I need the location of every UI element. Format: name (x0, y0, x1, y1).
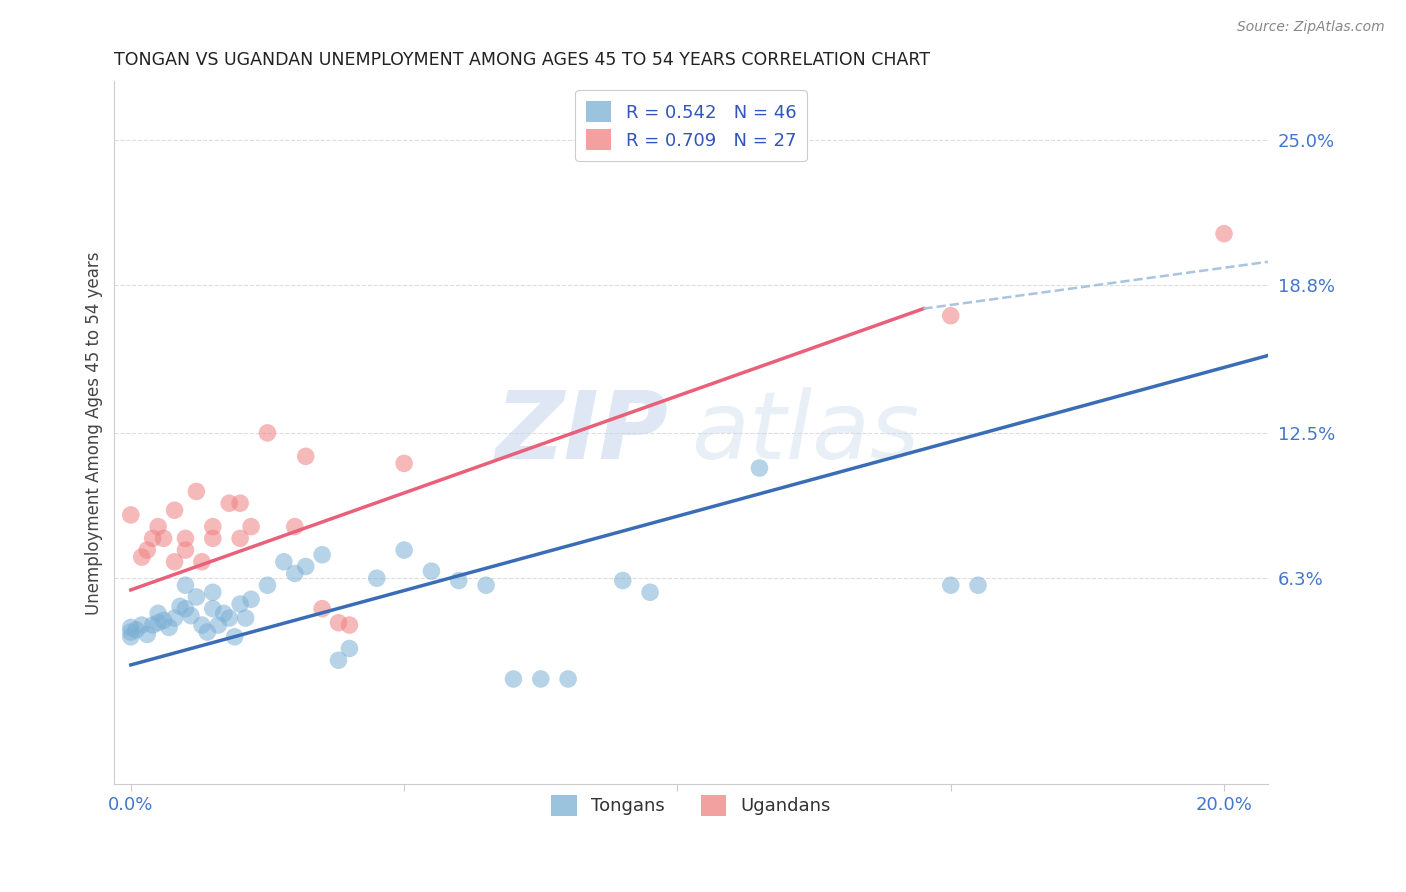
Point (201, 519, 224, 533)
Point (273, 555, 295, 569)
Point (475, 578, 498, 592)
Point (131, 550, 153, 565)
Point (195, 625, 218, 640)
Point (142, 532, 165, 546)
Point (174, 578, 197, 592)
Point (218, 611, 240, 625)
Point (420, 564, 443, 578)
Point (967, 578, 990, 592)
Point (294, 559, 316, 574)
Point (136, 543, 159, 558)
Point (229, 532, 252, 546)
Point (447, 574, 470, 588)
Point (530, 672, 553, 686)
Point (201, 601, 224, 615)
Point (120, 620, 142, 634)
Point (284, 566, 307, 581)
Point (174, 532, 197, 546)
Point (229, 597, 252, 611)
Point (125, 623, 148, 637)
Y-axis label: Unemployment Among Ages 45 to 54 years: Unemployment Among Ages 45 to 54 years (86, 252, 103, 615)
Text: TONGAN VS UGANDAN UNEMPLOYMENT AMONG AGES 45 TO 54 YEARS CORRELATION CHART: TONGAN VS UGANDAN UNEMPLOYMENT AMONG AGE… (114, 51, 931, 69)
Point (131, 618, 153, 632)
Point (557, 672, 579, 686)
Point (240, 592, 263, 607)
Point (120, 630, 142, 644)
Point (392, 543, 415, 558)
Point (366, 571, 388, 585)
Point (146, 607, 169, 621)
Point (146, 519, 169, 533)
Point (212, 607, 235, 621)
Point (201, 532, 224, 546)
Point (240, 519, 263, 533)
Point (939, 309, 962, 323)
Point (142, 618, 165, 632)
Point (136, 627, 159, 641)
Point (311, 548, 333, 562)
Point (502, 672, 524, 686)
Point (163, 555, 186, 569)
Point (235, 611, 257, 625)
Point (152, 613, 174, 627)
Point (191, 555, 214, 569)
Point (392, 456, 415, 470)
Point (180, 608, 202, 623)
Point (163, 503, 186, 517)
Point (146, 615, 169, 630)
Point (186, 590, 208, 604)
Point (207, 618, 229, 632)
Point (169, 599, 191, 614)
Point (638, 585, 661, 599)
Point (174, 601, 197, 615)
Point (939, 578, 962, 592)
Point (311, 601, 333, 615)
Point (328, 615, 350, 630)
Point (612, 574, 634, 588)
Point (120, 625, 142, 640)
Point (186, 484, 208, 499)
Point (152, 532, 174, 546)
Point (120, 508, 142, 522)
Point (256, 425, 278, 440)
Point (224, 630, 246, 644)
Point (284, 519, 307, 533)
Legend: Tongans, Ugandans: Tongans, Ugandans (543, 786, 839, 824)
Point (163, 611, 186, 625)
Point (174, 543, 197, 558)
Point (328, 653, 350, 667)
Point (218, 496, 240, 510)
Point (201, 585, 224, 599)
Text: atlas: atlas (692, 387, 920, 478)
Point (294, 450, 316, 464)
Point (1213, 227, 1236, 241)
Point (748, 461, 770, 475)
Point (339, 641, 361, 656)
Text: Source: ZipAtlas.com: Source: ZipAtlas.com (1237, 20, 1385, 34)
Point (191, 618, 214, 632)
Text: ZIP: ZIP (495, 387, 668, 479)
Point (229, 496, 252, 510)
Point (256, 578, 278, 592)
Point (339, 618, 361, 632)
Point (157, 620, 180, 634)
